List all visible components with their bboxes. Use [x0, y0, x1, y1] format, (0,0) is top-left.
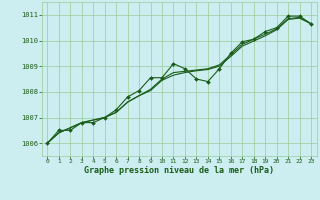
- X-axis label: Graphe pression niveau de la mer (hPa): Graphe pression niveau de la mer (hPa): [84, 166, 274, 175]
